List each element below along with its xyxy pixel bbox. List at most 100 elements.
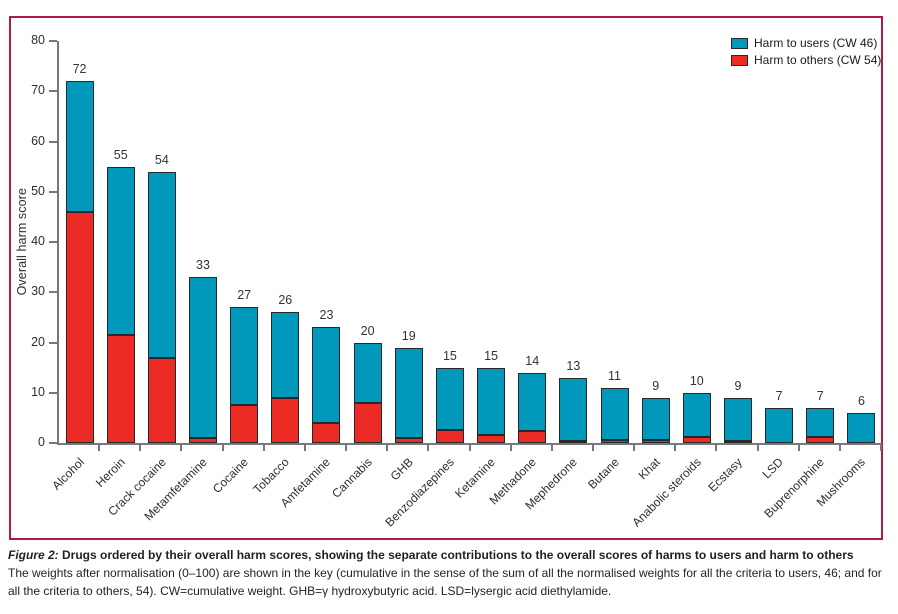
bar-buprenorphine: [806, 407, 835, 443]
segment-users: [230, 307, 259, 406]
segment-users: [353, 342, 382, 403]
y-axis-tick-label: 80: [31, 33, 45, 47]
bar-cannabis: [353, 342, 382, 443]
y-axis-tick-label: 30: [31, 284, 45, 299]
x-axis-tick: [139, 443, 142, 451]
bar-amfetamine: [312, 327, 341, 443]
y-axis-tick-label: 20: [31, 334, 45, 349]
y-axis-tick-label: 50: [31, 183, 45, 198]
bar-value-label: 15: [442, 348, 457, 363]
segment-others: [723, 440, 752, 443]
users-swatch-icon: [731, 37, 748, 49]
plot-area: 0 10 20 30 40 50 60 70 80 72 Alcohol 55 Heroin 54 Crac…: [31, 33, 882, 530]
caption-body: The weights after normalisation (0–100) …: [8, 566, 882, 598]
segment-others: [559, 440, 588, 443]
segment-others: [230, 405, 259, 443]
segment-users: [394, 347, 423, 438]
bar-value-label: 6: [857, 393, 865, 408]
bar-value-label: 20: [360, 323, 375, 338]
bar-value-label: 19: [401, 328, 416, 343]
x-axis-tick: [674, 443, 677, 451]
x-axis-tick: [221, 443, 224, 451]
segment-users: [847, 412, 876, 443]
legend-item-users: Harm to users (CW 46): [731, 36, 881, 50]
segment-users: [559, 377, 588, 441]
bar-value-label: 15: [484, 348, 499, 363]
bar-value-label: 23: [319, 308, 334, 323]
bar-ecstasy: [723, 397, 752, 443]
bar-metamfetamine: [189, 277, 218, 443]
segment-users: [806, 407, 835, 437]
segment-users: [723, 397, 752, 441]
y-axis-tick: [49, 291, 57, 294]
y-axis-tick: [49, 241, 57, 243]
segment-others: [477, 435, 506, 443]
x-axis-tick: [509, 443, 512, 451]
x-axis-tick: [838, 443, 841, 451]
segment-others: [641, 440, 670, 443]
bar-value-label: 27: [237, 288, 252, 303]
y-axis-tick-label: 60: [31, 133, 45, 148]
figure-caption: Figure 2: Drugs ordered by their overall…: [8, 546, 892, 600]
segment-others: [518, 431, 547, 443]
segment-users: [147, 171, 176, 358]
caption-title: Figure 2: Drugs ordered by their overall…: [8, 546, 892, 564]
bar-value-label: 54: [154, 152, 169, 167]
y-axis-tick-label: 40: [31, 234, 45, 248]
x-axis-tick: [715, 443, 718, 451]
bar-value-label: 11: [608, 368, 621, 383]
x-axis-tick: [345, 443, 348, 451]
bar-ghb: [394, 347, 423, 443]
bar-mushrooms: [847, 412, 876, 443]
legend-label-others: Harm to others (CW 54): [754, 53, 882, 67]
segment-users: [189, 277, 218, 438]
bar-value-label: 7: [775, 388, 783, 403]
caption-title-text: Drugs ordered by their overall harm scor…: [62, 548, 854, 562]
x-axis-tick: [880, 443, 882, 451]
y-axis-tick: [49, 190, 57, 193]
x-axis-tick: [468, 443, 471, 451]
bar-value-label: 9: [652, 378, 660, 393]
bar-ketamine: [477, 367, 506, 443]
bar-value-label: 33: [196, 258, 210, 273]
segment-others: [353, 402, 382, 443]
segment-others: [394, 437, 423, 443]
segment-users: [518, 372, 547, 432]
bar-lsd: [765, 407, 794, 443]
segment-others: [600, 440, 629, 443]
bar-butane: [600, 387, 629, 443]
segment-users: [435, 367, 464, 431]
legend-item-others: Harm to others (CW 54): [731, 53, 881, 67]
bar-tobacco: [271, 312, 300, 443]
segment-others: [147, 357, 176, 443]
x-axis-tick: [262, 443, 265, 451]
y-axis-tick-label: 0: [38, 435, 45, 449]
segment-others: [682, 436, 711, 443]
segment-others: [189, 437, 218, 443]
x-axis-tick: [386, 443, 389, 451]
x-axis-tick: [180, 443, 183, 451]
x-axis-tick: [756, 443, 759, 451]
y-axis-tick: [49, 341, 57, 344]
x-axis-tick: [550, 443, 553, 451]
segment-users: [682, 392, 711, 437]
legend-label-users: Harm to users (CW 46): [754, 36, 878, 50]
y-axis-tick: [49, 442, 57, 444]
segment-others: [806, 436, 835, 443]
bar-value-label: 26: [278, 293, 293, 308]
bar-value-label: 10: [689, 373, 704, 388]
bar-methadone: [518, 372, 547, 443]
bar-cocaine: [230, 307, 259, 443]
segment-users: [106, 166, 135, 335]
segment-users: [271, 312, 300, 398]
bar-benzodiazepines: [435, 367, 464, 443]
bar-mephedrone: [559, 377, 588, 443]
bar-anabolic-steroids: [682, 392, 711, 443]
bar-khat: [641, 397, 670, 443]
legend: Harm to users (CW 46) Harm to others (CW…: [731, 36, 881, 70]
segment-others: [271, 397, 300, 443]
x-axis-tick: [797, 443, 800, 451]
segment-others: [435, 430, 464, 443]
caption-figure-label: Figure 2:: [8, 548, 59, 562]
